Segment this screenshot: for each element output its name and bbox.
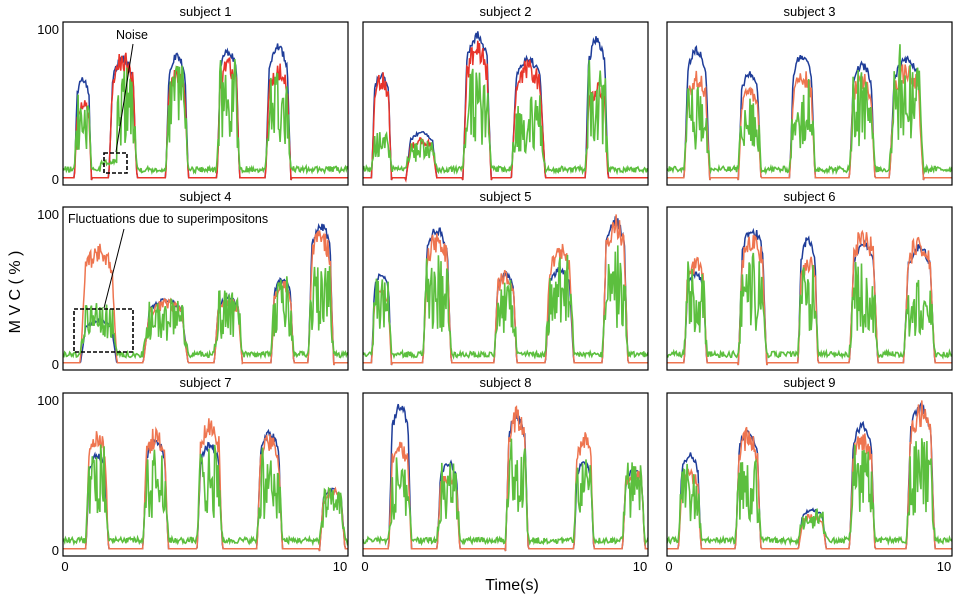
subplot-title: subject 5 xyxy=(479,189,531,204)
subplot-1: subject 1 0 100 Noise xyxy=(37,4,349,187)
subplot-title: subject 4 xyxy=(179,189,231,204)
x-tick-0: 0 xyxy=(665,559,672,574)
series-group xyxy=(363,403,648,552)
subplot-frame xyxy=(362,21,649,186)
subplot-title: subject 2 xyxy=(479,4,531,19)
series-group xyxy=(63,418,348,552)
noise-label: Noise xyxy=(116,28,148,42)
subplot-title: subject 7 xyxy=(179,375,231,390)
series-group xyxy=(667,400,952,550)
x-tick-10: 10 xyxy=(937,559,951,574)
subplot-frame xyxy=(666,392,953,557)
y-tick-100: 100 xyxy=(37,393,59,408)
subplot-5: subject 5 xyxy=(362,189,649,371)
series-group xyxy=(363,31,648,183)
series-green-line xyxy=(63,59,348,175)
series-green-line xyxy=(363,438,648,547)
y-tick-0: 0 xyxy=(52,172,59,187)
series-group xyxy=(667,44,952,181)
subplot-title: subject 6 xyxy=(783,189,835,204)
subplot-title: subject 1 xyxy=(179,4,231,19)
series-red-line xyxy=(667,400,952,550)
subplot-frame xyxy=(362,392,649,557)
series-green-line xyxy=(363,245,648,360)
series-green-line xyxy=(363,60,648,176)
series-group xyxy=(63,222,348,366)
subplot-4: subject 4 0 100 Fluctuations due to superim… xyxy=(37,189,349,372)
y-tick-100: 100 xyxy=(37,22,59,37)
subplot-9: subject 9 0 10 xyxy=(665,375,953,574)
series-group xyxy=(363,214,648,366)
x-tick-0: 0 xyxy=(361,559,368,574)
series-green-line xyxy=(667,44,952,176)
series-green-line xyxy=(63,266,348,360)
subplot-title: subject 3 xyxy=(783,4,835,19)
subplot-frame xyxy=(62,206,349,371)
series-group xyxy=(667,227,952,366)
series-red-line xyxy=(363,214,648,366)
fluctuation-pointer xyxy=(103,228,125,309)
subplot-title: subject 9 xyxy=(783,375,835,390)
subplot-2: subject 2 xyxy=(362,4,649,186)
fluctuation-box xyxy=(73,308,134,353)
series-red-line xyxy=(63,230,348,366)
series-group xyxy=(63,43,348,181)
x-tick-0: 0 xyxy=(61,559,68,574)
series-green-line xyxy=(667,252,952,360)
series-red-line xyxy=(63,418,348,552)
series-blue-line xyxy=(63,428,348,552)
subplot-6: subject 6 xyxy=(666,189,953,371)
subplot-frame xyxy=(666,21,953,186)
subplot-frame xyxy=(362,206,649,371)
x-tick-10: 10 xyxy=(333,559,347,574)
series-green-line xyxy=(63,444,348,547)
series-green-line xyxy=(667,438,952,547)
subplot-title: subject 8 xyxy=(479,375,531,390)
subplot-frame xyxy=(62,21,349,186)
subplot-7: subject 7 0 100 0 10 xyxy=(37,375,349,574)
noise-pointer xyxy=(115,43,134,153)
subplot-frame xyxy=(666,206,953,371)
y-tick-0: 0 xyxy=(52,357,59,372)
y-tick-100: 100 xyxy=(37,207,59,222)
noise-box xyxy=(103,152,128,174)
x-tick-10: 10 xyxy=(633,559,647,574)
subplot-3: subject 3 xyxy=(666,4,953,186)
x-axis-label: Time(s) xyxy=(485,577,539,594)
y-axis-label: M V C ( % ) xyxy=(7,251,24,334)
fluctuation-label: Fluctuations due to superimpositons xyxy=(68,212,268,226)
series-blue-line xyxy=(63,222,348,366)
subplot-8: subject 8 0 10 xyxy=(361,375,649,574)
y-tick-0: 0 xyxy=(52,543,59,558)
series-red-line xyxy=(63,52,348,181)
subplot-frame xyxy=(62,392,349,557)
